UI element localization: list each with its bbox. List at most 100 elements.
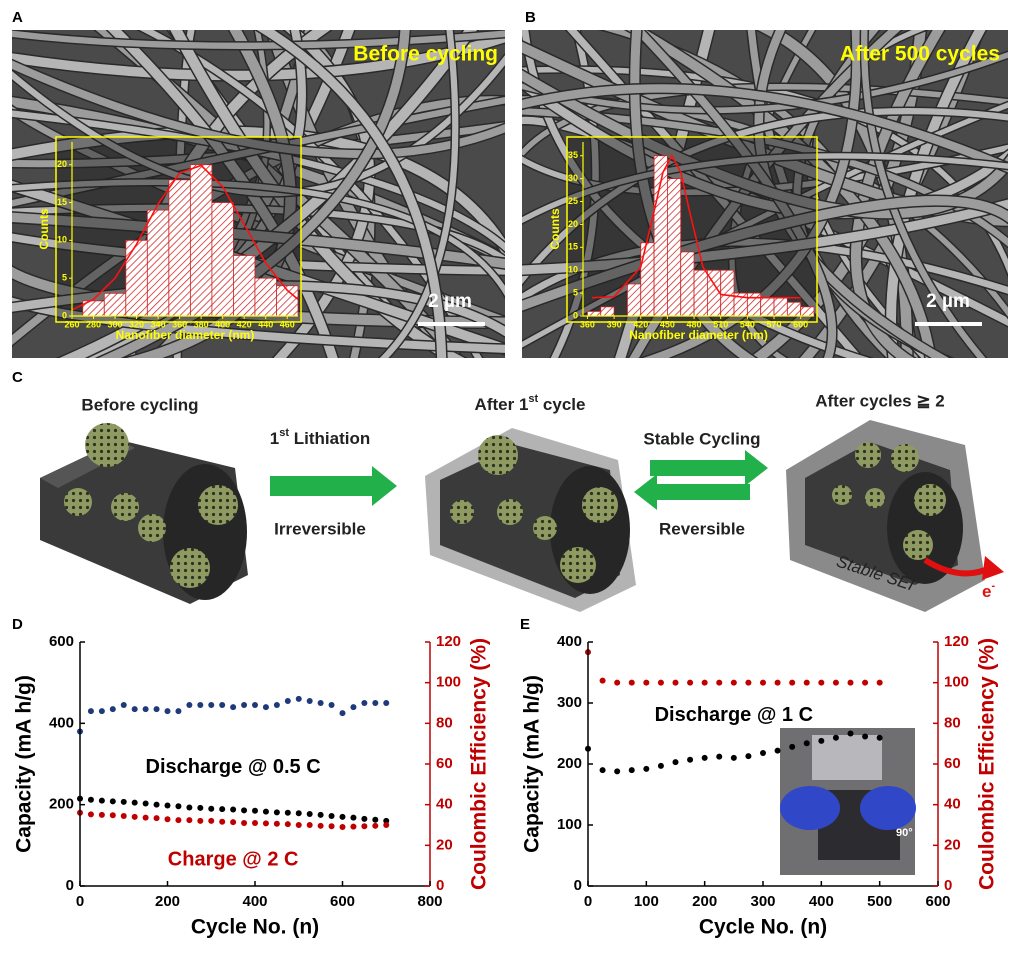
particle (832, 485, 852, 505)
data-point (219, 806, 225, 812)
x-tick-label: 600 (925, 893, 950, 910)
y2-tick-label: 0 (436, 877, 444, 894)
stage-label: Before cycling (81, 395, 198, 414)
histogram-bar (147, 210, 169, 316)
y2-tick-label: 60 (944, 755, 961, 772)
histogram-bar (787, 302, 800, 316)
data-point (154, 706, 160, 712)
y-axis-label: Counts (548, 208, 562, 250)
x-tick-label: 570 (767, 319, 782, 329)
data-point (600, 678, 606, 684)
y2-tick-label: 20 (944, 836, 961, 853)
data-point (702, 755, 708, 761)
y-axis-label: Counts (37, 208, 51, 250)
data-point (340, 814, 346, 820)
electron-label: e- (982, 580, 995, 602)
particle (198, 485, 238, 525)
y-tick-label: 5 (573, 287, 578, 297)
data-point (263, 704, 269, 710)
particle (497, 499, 523, 525)
histogram-bar (212, 203, 234, 316)
x-tick-label: 600 (793, 319, 808, 329)
histogram-bar (587, 311, 600, 316)
histogram-bar (801, 307, 814, 316)
data-point (361, 816, 367, 822)
data-point (208, 806, 214, 812)
data-point (329, 823, 335, 829)
y-tick-label: 20 (568, 219, 578, 229)
data-point (110, 706, 116, 712)
data-point (274, 702, 280, 708)
data-point (186, 817, 192, 823)
data-point (862, 734, 868, 740)
y-tick-label: 200 (49, 796, 74, 813)
data-point (789, 680, 795, 686)
x-tick-label: 280 (86, 319, 101, 329)
data-point (329, 813, 335, 819)
x-tick-label: 260 (64, 319, 79, 329)
data-point (230, 807, 236, 813)
x-axis-label: Cycle No. (n) (191, 916, 319, 939)
data-point (848, 731, 854, 737)
panel-label: A (12, 9, 23, 26)
data-point (274, 809, 280, 815)
scale-bar-label: 2 µm (926, 291, 970, 312)
text-part: 1 (270, 429, 279, 448)
x-tick-label: 400 (809, 893, 834, 910)
data-point (208, 818, 214, 824)
text-part: e (982, 582, 991, 601)
data-point (88, 797, 94, 803)
data-point (383, 700, 389, 706)
data-point (600, 767, 606, 773)
y-tick-label: 35 (568, 150, 578, 160)
data-point (165, 708, 171, 714)
data-point (197, 702, 203, 708)
particle (865, 488, 885, 508)
data-point (643, 680, 649, 686)
data-point (285, 810, 291, 816)
data-point (285, 821, 291, 827)
data-point (186, 702, 192, 708)
x-tick-label: 500 (867, 893, 892, 910)
particle (903, 530, 933, 560)
y-axis-label: Capacity (mA h/g) (13, 675, 36, 853)
data-point (702, 680, 708, 686)
x-tick-label: 800 (417, 893, 442, 910)
x-tick-label: 0 (584, 893, 592, 910)
panel-label: D (12, 616, 23, 633)
y-tick-label: 10 (568, 265, 578, 275)
x-tick-label: 200 (692, 893, 717, 910)
data-point (658, 680, 664, 686)
data-point (687, 680, 693, 686)
histogram-bar (721, 270, 734, 316)
data-point (318, 700, 324, 706)
y2-tick-label: 100 (436, 674, 461, 691)
y2-tick-label: 80 (436, 714, 453, 731)
histogram-bar (255, 278, 277, 316)
particle (85, 423, 129, 467)
data-point (658, 763, 664, 769)
y-tick-label: 5 (62, 273, 67, 283)
data-point (629, 680, 635, 686)
series-label: Discharge @ 1 C (655, 704, 813, 726)
histogram-bar (601, 307, 614, 316)
y2-tick-label: 60 (436, 755, 453, 772)
x-tick-label: 300 (750, 893, 775, 910)
x-tick-label: 460 (280, 319, 295, 329)
data-point (329, 702, 335, 708)
data-point (350, 704, 356, 710)
data-point (350, 824, 356, 830)
y2-tick-label: 20 (436, 836, 453, 853)
arrow-label: Reversible (659, 519, 745, 538)
data-point (760, 680, 766, 686)
data-point (165, 816, 171, 822)
particle (560, 547, 596, 583)
series-label: Charge @ 2 C (168, 848, 299, 870)
data-point (121, 799, 127, 805)
panel-label: E (520, 616, 530, 633)
data-point (285, 698, 291, 704)
histogram-bar (667, 179, 680, 316)
data-point (372, 817, 378, 823)
histogram-bar (761, 298, 774, 316)
data-point (252, 808, 258, 814)
